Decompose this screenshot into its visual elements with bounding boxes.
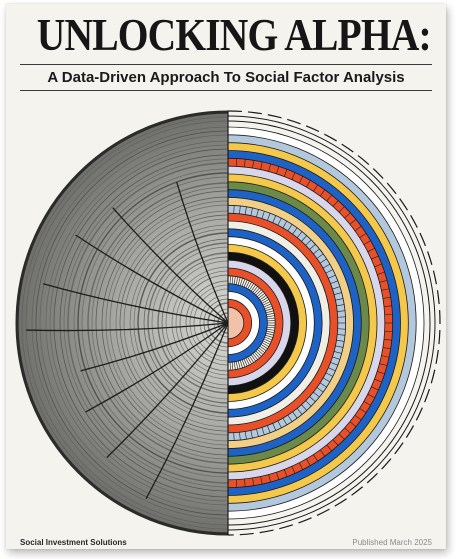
tree-ring	[87, 182, 228, 464]
wood-crack	[26, 322, 228, 332]
tree-ring	[213, 308, 228, 338]
tree-ring	[31, 126, 228, 520]
report-title: UNLOCKING ALPHA:	[36, 9, 432, 60]
tree-ring	[161, 256, 228, 390]
wood-crack	[112, 207, 228, 324]
tree-ring	[143, 238, 228, 408]
tree-ring	[49, 144, 228, 502]
tree-ring	[157, 252, 228, 394]
tree-ring	[165, 260, 228, 386]
tree-ring	[73, 168, 228, 478]
hatched-ring	[228, 275, 276, 371]
tree-ring	[63, 158, 228, 488]
wood-crack	[176, 181, 228, 324]
tree-ring	[105, 200, 228, 446]
title-divider	[20, 64, 432, 65]
outer-ring-outline	[228, 115, 436, 531]
tree-ring	[115, 210, 228, 436]
tree-ring	[171, 266, 228, 380]
tree-ring	[59, 154, 228, 492]
wood-crack	[80, 322, 228, 372]
tree-ring	[109, 204, 228, 442]
hatched-ring	[228, 158, 393, 488]
tree-ring	[179, 274, 228, 372]
tree-ring	[91, 186, 228, 460]
tree-ring	[123, 218, 228, 428]
tree-ring	[53, 148, 228, 498]
tree-ring	[21, 116, 228, 530]
tree-ring	[151, 246, 228, 400]
cover-artwork	[15, 110, 441, 536]
tree-ring	[35, 130, 228, 516]
wood-crack	[42, 283, 228, 324]
wood-crack	[85, 322, 228, 413]
outer-dashed-ring	[227, 110, 441, 536]
tree-ring	[81, 176, 228, 470]
tree-ring	[189, 284, 228, 362]
tree-ring	[39, 134, 228, 512]
tree-ring	[185, 280, 228, 366]
tree-ring	[207, 302, 228, 344]
tree-ring	[101, 196, 228, 450]
subtitle-divider	[20, 90, 432, 91]
wood-crack	[145, 322, 228, 500]
bark-edge	[15, 110, 228, 536]
tree-ring	[77, 172, 228, 474]
concentric-color-rings	[228, 115, 436, 531]
tree-ring	[217, 312, 228, 334]
tree-ring	[147, 242, 228, 404]
tree-ring	[129, 224, 228, 422]
tree-ring	[67, 162, 228, 484]
tree-ring	[119, 214, 228, 432]
tree-ring	[25, 120, 228, 526]
wood-crack	[106, 322, 228, 458]
tree-ring	[95, 190, 228, 456]
hatched-ring	[228, 205, 346, 441]
tree-ring	[137, 232, 228, 414]
tree-ring	[203, 298, 228, 348]
report-cover: UNLOCKING ALPHA: A Data-Driven Approach …	[6, 4, 446, 549]
tree-ring	[193, 288, 228, 358]
publisher-name: Social Investment Solutions	[20, 538, 127, 547]
tree-ring	[133, 228, 228, 418]
tree-ring	[45, 140, 228, 506]
publish-date: Published March 2025	[352, 538, 432, 547]
report-subtitle: A Data-Driven Approach To Social Factor …	[47, 69, 405, 86]
tree-ring	[199, 294, 228, 352]
outer-ring-outline	[228, 120, 431, 526]
tree-rings-photo	[15, 110, 228, 536]
tree-ring	[175, 270, 228, 376]
wood-crack	[75, 234, 228, 324]
